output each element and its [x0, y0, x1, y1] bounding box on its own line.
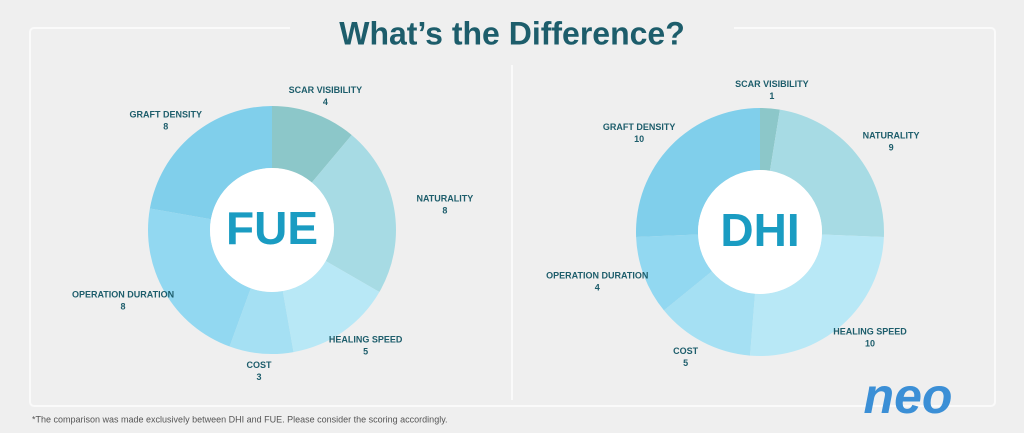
charts: SCAR VISIBILITY 4 NATURALITY 8 HEALING SPEED… [72, 79, 920, 382]
slice-label: GRAFT DENSITY [603, 122, 676, 132]
slice-label: COST [673, 346, 699, 356]
slice-label: HEALING SPEED [833, 327, 907, 337]
logo: neo [864, 368, 953, 424]
slice-value: 10 [634, 134, 644, 144]
donut-hole [698, 170, 822, 294]
slice-label: SCAR VISIBILITY [289, 85, 363, 95]
donut-slice [149, 105, 272, 220]
donut-slice [282, 261, 380, 353]
slice-label: GRAFT DENSITY [129, 110, 202, 120]
footnote: *The comparison was made exclusively bet… [32, 414, 448, 424]
title: What’s the Difference? [339, 15, 685, 51]
donut-slice [760, 108, 780, 171]
title-backing [290, 10, 734, 58]
slice-label: OPERATION DURATION [72, 289, 174, 299]
donut-hole [210, 168, 334, 292]
slice-value: 4 [323, 97, 328, 107]
slice-label: OPERATION DURATION [546, 271, 648, 281]
slice-value: 5 [363, 347, 368, 357]
slice-value: 8 [163, 122, 168, 132]
slice-value: 8 [442, 206, 447, 216]
donut-slice [636, 108, 760, 237]
slice-value: 9 [889, 143, 894, 153]
slice-value: 10 [865, 339, 875, 349]
center-label: FUE [226, 202, 318, 254]
donut-slice [663, 271, 756, 356]
slice-label: HEALING SPEED [329, 335, 403, 345]
slice-label: NATURALITY [416, 194, 473, 204]
slice-value: 5 [683, 358, 688, 368]
slice-label: SCAR VISIBILITY [735, 79, 809, 89]
donut-slice [272, 106, 352, 183]
donut-slice [229, 288, 294, 354]
slice-label: NATURALITY [863, 131, 920, 141]
donut-slice [311, 135, 396, 292]
donut-slice [769, 109, 884, 237]
slice-label: COST [247, 360, 273, 370]
donut-slice [636, 234, 712, 311]
slice-value: 1 [769, 91, 774, 101]
center-label: DHI [720, 204, 799, 256]
donut-slice [750, 234, 884, 356]
donut-slice [148, 208, 251, 347]
slice-value: 3 [257, 372, 262, 382]
slice-value: 4 [595, 283, 600, 293]
slice-value: 8 [121, 301, 126, 311]
